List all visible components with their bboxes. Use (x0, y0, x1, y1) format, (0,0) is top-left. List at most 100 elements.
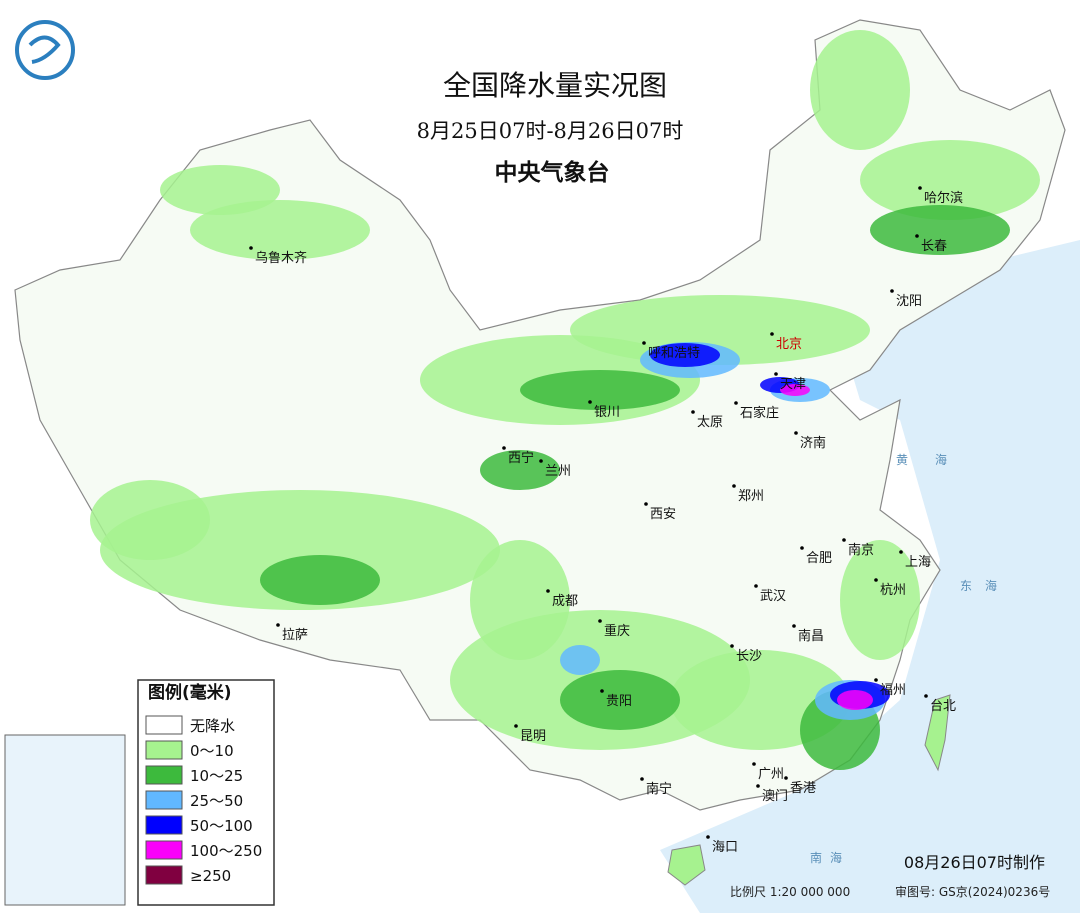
city-label: 济南 (800, 435, 826, 451)
rain-area (837, 690, 873, 710)
sea-label: 海 (830, 850, 842, 865)
sea-labels: 黄海东 海南海 (810, 452, 997, 865)
city-dot (691, 410, 695, 414)
city-dot (890, 289, 894, 293)
legend-swatch (145, 865, 183, 885)
city-label: 重庆 (604, 623, 630, 639)
legend-swatch (145, 715, 183, 735)
city-label: 西宁 (508, 450, 534, 466)
city-label: 哈尔滨 (924, 190, 963, 206)
city-dot (770, 332, 774, 336)
sea-label: 东 (960, 579, 972, 593)
city-dot (924, 694, 928, 698)
legend-label: ≥250 (190, 867, 231, 885)
legend-label: 10～25 (190, 767, 243, 785)
city-label: 北京 (776, 337, 802, 352)
rain-area (470, 540, 570, 660)
city-label: 广州 (758, 767, 784, 782)
city-dot (899, 550, 903, 554)
legend-swatch (145, 815, 183, 835)
city-label: 福州 (880, 683, 906, 698)
city-label: 南宁 (646, 781, 672, 797)
sea-label: 海 (935, 452, 947, 467)
city-dot (644, 502, 648, 506)
city-dot (640, 777, 644, 781)
legend-label: 100～250 (190, 842, 262, 860)
city-dot (539, 459, 543, 463)
city-label: 乌鲁木齐 (255, 250, 307, 266)
city-label: 南京 (848, 542, 874, 558)
legend-label: 50～100 (190, 817, 253, 835)
city-label: 长春 (921, 239, 947, 254)
city-dot (792, 624, 796, 628)
city-dot (732, 484, 736, 488)
city-label: 昆明 (520, 729, 546, 744)
city-dot (642, 341, 646, 345)
city-dot (734, 401, 738, 405)
city-dot (874, 678, 878, 682)
logo (15, 20, 75, 80)
rain-area (520, 370, 680, 410)
city-label: 石家庄 (740, 405, 779, 421)
rain-area (190, 200, 370, 260)
legend-swatch (145, 740, 183, 760)
rain-area (860, 140, 1040, 220)
rain-area (560, 645, 600, 675)
city-label: 香港 (790, 781, 816, 796)
city-label: 上海 (905, 555, 931, 570)
city-dot (874, 578, 878, 582)
city-label: 银川 (594, 405, 620, 420)
city-label: 澳门 (762, 788, 788, 804)
rain-area (260, 555, 380, 605)
legend-label: 0～10 (190, 742, 234, 760)
city-label: 杭州 (880, 583, 906, 598)
logo-mark (28, 35, 61, 64)
city-label: 长沙 (736, 649, 762, 664)
city-label: 太原 (697, 415, 723, 430)
city-label: 兰州 (545, 464, 571, 479)
legend-swatch (145, 790, 183, 810)
inset-map (4, 734, 126, 906)
city-label: 海口 (712, 840, 738, 855)
city-dot (784, 776, 788, 780)
city-label: 呼和浩特 (648, 346, 700, 361)
title: 全国降水量实况图 (443, 69, 667, 102)
city-label: 拉萨 (282, 628, 308, 643)
city-label: 台北 (930, 699, 956, 714)
rain-area (90, 480, 210, 560)
rain-area (650, 343, 720, 367)
rain-area (560, 670, 680, 730)
city-label: 沈阳 (896, 294, 922, 309)
agency: 中央气象台 (495, 159, 610, 186)
city-dot (588, 400, 592, 404)
city-dot (752, 762, 756, 766)
made-time: 08月26日07时制作 (904, 853, 1045, 872)
city-dot (276, 623, 280, 627)
taiwan (924, 694, 951, 772)
city-label: 郑州 (738, 489, 764, 504)
sea-label: 海 (985, 578, 997, 593)
legend-label: 无降水 (190, 717, 235, 735)
city-dot (600, 689, 604, 693)
city-dot (730, 644, 734, 648)
city-dot (546, 589, 550, 593)
city-dot (249, 246, 253, 250)
rain-area (780, 384, 810, 396)
legend-swatch (145, 840, 183, 860)
city-dot (514, 724, 518, 728)
legend: 无降水 0～10 10～25 25～50 50～100 100～250 ≥250 (145, 715, 262, 885)
city-dot (502, 446, 506, 450)
city-dot (842, 538, 846, 542)
city-label: 西安 (650, 507, 676, 522)
rain-area (840, 540, 920, 660)
city-label: 贵阳 (606, 694, 632, 709)
rain-areas (90, 30, 1040, 770)
city-dot (706, 835, 710, 839)
city-label: 成都 (552, 594, 578, 609)
legend-title: 图例(毫米) (148, 682, 232, 703)
city-dot (598, 619, 602, 623)
city-label: 武汉 (760, 589, 786, 604)
city-label: 合肥 (806, 551, 832, 566)
sea-label: 南 (810, 850, 822, 865)
